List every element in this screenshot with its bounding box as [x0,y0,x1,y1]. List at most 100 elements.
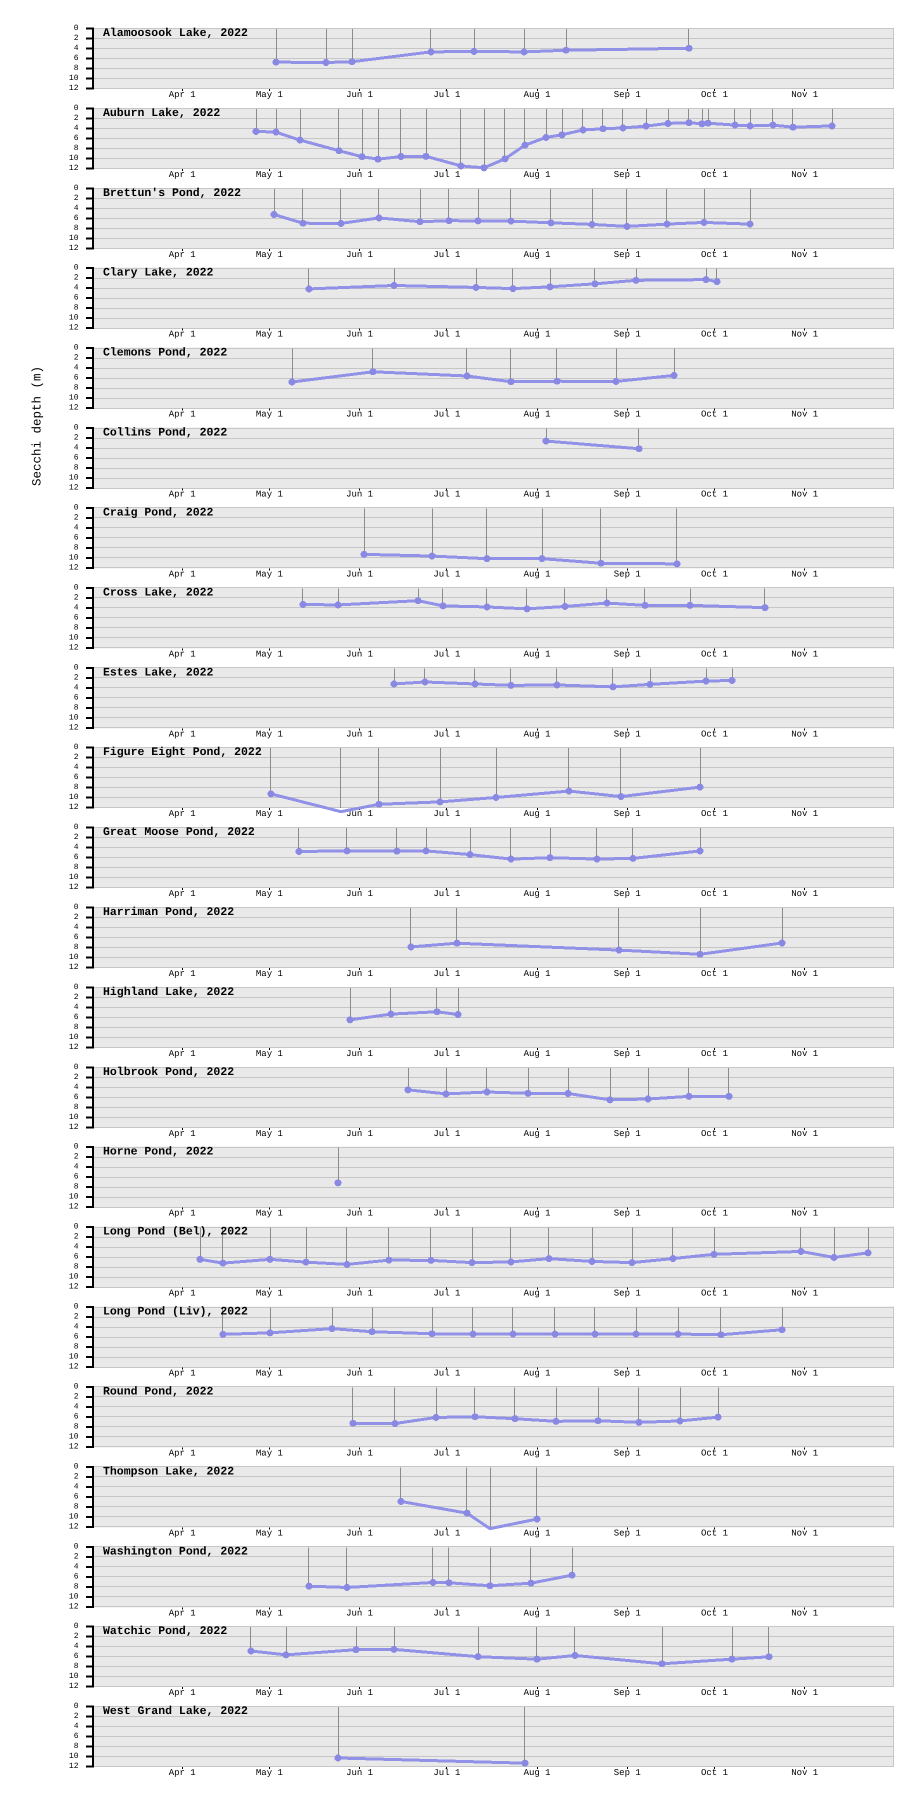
svg-text:Thompson Lake, 2022: Thompson Lake, 2022 [103,1465,234,1478]
svg-text:Jul 1: Jul 1 [433,90,460,100]
svg-text:Jul 1: Jul 1 [433,1688,460,1698]
svg-text:Oct 1: Oct 1 [701,170,728,180]
svg-text:Oct 1: Oct 1 [701,1049,728,1059]
svg-text:Jul 1: Jul 1 [433,1448,460,1458]
svg-text:Jul 1: Jul 1 [433,729,460,739]
svg-text:6: 6 [74,1173,79,1182]
svg-text:Nov 1: Nov 1 [791,1049,818,1059]
svg-text:8: 8 [74,943,79,952]
svg-text:4: 4 [74,1163,79,1172]
svg-text:Aug 1: Aug 1 [524,969,551,979]
svg-text:12: 12 [69,1363,79,1372]
svg-text:Cross Lake, 2022: Cross Lake, 2022 [103,586,214,599]
svg-text:May 1: May 1 [256,90,283,100]
svg-text:Jul 1: Jul 1 [433,1528,460,1538]
svg-text:12: 12 [69,1123,79,1132]
svg-text:4: 4 [74,523,79,532]
svg-text:0: 0 [74,264,79,273]
svg-text:Aug 1: Aug 1 [524,1608,551,1618]
svg-text:8: 8 [74,1502,79,1511]
svg-text:12: 12 [69,1602,79,1611]
svg-text:Aug 1: Aug 1 [524,90,551,100]
svg-text:Jul 1: Jul 1 [433,1209,460,1219]
svg-text:10: 10 [69,74,79,83]
svg-text:10: 10 [69,1592,79,1601]
svg-text:8: 8 [74,1103,79,1112]
svg-text:May 1: May 1 [256,1688,283,1698]
svg-text:2: 2 [74,354,79,363]
svg-text:12: 12 [69,563,79,572]
svg-text:4: 4 [74,843,79,852]
svg-text:0: 0 [74,1542,79,1551]
svg-text:6: 6 [74,1412,79,1421]
svg-text:May 1: May 1 [256,569,283,579]
svg-text:Aug 1: Aug 1 [524,1768,551,1778]
svg-text:12: 12 [69,1283,79,1292]
svg-text:Apr 1: Apr 1 [169,1289,196,1299]
svg-text:Apr 1: Apr 1 [169,809,196,819]
svg-text:Harriman Pond, 2022: Harriman Pond, 2022 [103,906,234,919]
svg-text:0: 0 [74,903,79,912]
svg-text:Jul 1: Jul 1 [433,1129,460,1139]
svg-text:Jul 1: Jul 1 [433,1768,460,1778]
svg-text:May 1: May 1 [256,1528,283,1538]
svg-text:May 1: May 1 [256,250,283,260]
svg-text:Apr 1: Apr 1 [169,569,196,579]
svg-text:Nov 1: Nov 1 [791,969,818,979]
svg-text:2: 2 [74,114,79,123]
svg-text:Oct 1: Oct 1 [701,1528,728,1538]
svg-text:12: 12 [69,324,79,333]
svg-text:May 1: May 1 [256,969,283,979]
svg-text:Sep 1: Sep 1 [614,1528,641,1538]
svg-text:10: 10 [69,314,79,323]
svg-text:6: 6 [74,1013,79,1022]
svg-text:Nov 1: Nov 1 [791,649,818,659]
svg-text:Jul 1: Jul 1 [433,490,460,500]
svg-text:Aug 1: Aug 1 [524,1448,551,1458]
svg-text:Jul 1: Jul 1 [433,1049,460,1059]
svg-text:Apr 1: Apr 1 [169,969,196,979]
svg-text:2: 2 [74,1073,79,1082]
svg-text:Aug 1: Aug 1 [524,649,551,659]
svg-text:Nov 1: Nov 1 [791,1129,818,1139]
svg-text:West Grand Lake, 2022: West Grand Lake, 2022 [103,1705,248,1718]
svg-text:Jun 1: Jun 1 [346,649,373,659]
svg-text:Oct 1: Oct 1 [701,1209,728,1219]
svg-text:Apr 1: Apr 1 [169,889,196,899]
svg-text:Great Moose Pond, 2022: Great Moose Pond, 2022 [103,826,255,839]
svg-text:Sep 1: Sep 1 [614,1049,641,1059]
svg-text:Nov 1: Nov 1 [791,1369,818,1379]
svg-text:4: 4 [74,683,79,692]
svg-text:8: 8 [74,384,79,393]
svg-text:12: 12 [69,84,79,93]
svg-text:May 1: May 1 [256,1448,283,1458]
svg-text:8: 8 [74,464,79,473]
svg-text:2: 2 [74,1153,79,1162]
svg-text:May 1: May 1 [256,889,283,899]
svg-text:4: 4 [74,1642,79,1651]
svg-text:Jul 1: Jul 1 [433,1369,460,1379]
svg-text:Jul 1: Jul 1 [433,330,460,340]
svg-text:2: 2 [74,833,79,842]
svg-text:8: 8 [74,703,79,712]
svg-text:6: 6 [74,693,79,702]
svg-text:10: 10 [69,474,79,483]
svg-text:8: 8 [74,304,79,313]
svg-text:0: 0 [74,1382,79,1391]
svg-text:Oct 1: Oct 1 [701,1768,728,1778]
svg-text:8: 8 [74,1023,79,1032]
svg-text:6: 6 [74,1492,79,1501]
svg-text:10: 10 [69,234,79,243]
svg-text:Auburn Lake, 2022: Auburn Lake, 2022 [103,107,220,120]
svg-text:4: 4 [74,44,79,53]
svg-text:8: 8 [74,1183,79,1192]
svg-text:6: 6 [74,214,79,223]
svg-text:May 1: May 1 [256,729,283,739]
svg-text:8: 8 [74,1742,79,1751]
svg-text:Collins Pond, 2022: Collins Pond, 2022 [103,427,227,440]
svg-text:4: 4 [74,1003,79,1012]
svg-text:Aug 1: Aug 1 [524,1528,551,1538]
svg-text:Jun 1: Jun 1 [346,1209,373,1219]
svg-text:Sep 1: Sep 1 [614,1448,641,1458]
svg-text:0: 0 [74,424,79,433]
